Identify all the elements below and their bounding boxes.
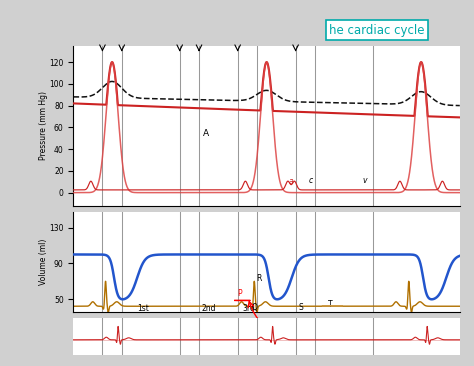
Text: 1st: 1st xyxy=(137,304,149,313)
Text: a: a xyxy=(289,177,294,186)
Text: v: v xyxy=(363,176,367,186)
Text: P: P xyxy=(237,290,242,298)
Text: 3rd: 3rd xyxy=(243,304,255,313)
Text: Q: Q xyxy=(251,303,257,312)
Text: c: c xyxy=(309,176,312,185)
Text: S: S xyxy=(298,303,303,312)
Text: 2nd: 2nd xyxy=(201,304,216,313)
Text: he cardiac cycle: he cardiac cycle xyxy=(329,24,425,37)
Y-axis label: Volume (ml): Volume (ml) xyxy=(39,238,48,285)
Text: T: T xyxy=(328,300,332,309)
Y-axis label: Pressure (mm Hg): Pressure (mm Hg) xyxy=(39,91,48,160)
Text: R: R xyxy=(256,274,262,283)
Text: A: A xyxy=(203,129,209,138)
